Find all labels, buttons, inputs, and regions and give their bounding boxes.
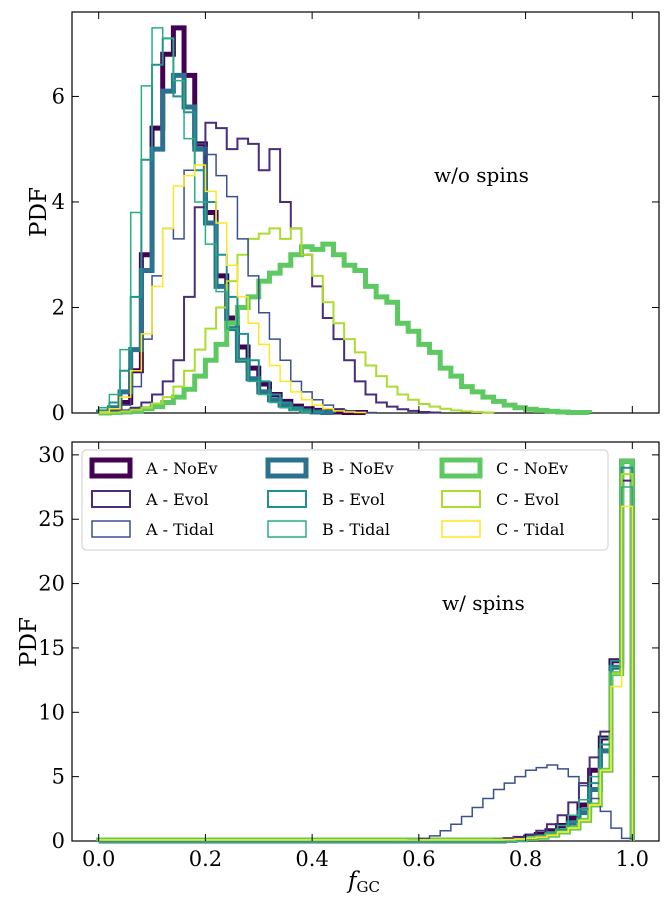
legend-swatch	[265, 457, 309, 479]
series-line-c-evol	[98, 227, 495, 414]
legend-swatch	[91, 520, 131, 538]
y-tick-label: 6	[52, 84, 65, 108]
panel-annotation: w/ spins	[442, 591, 525, 615]
legend-swatch	[89, 457, 133, 479]
legend-label: C - Tidal	[496, 520, 565, 539]
panel-annotation: w/o spins	[434, 163, 529, 187]
y-tick-label: 4	[52, 190, 65, 214]
x-tick-label: 0.0	[82, 847, 115, 871]
legend: A - NoEv A - Evol A - Tidal B - NoEv B - Evo…	[81, 449, 609, 551]
legend-label: B - Evol	[322, 490, 385, 509]
series-line-c-tidal	[97, 505, 634, 841]
y-tick-label: 10	[38, 700, 65, 724]
series-line-c-tidal	[97, 164, 367, 414]
legend-label: A - Tidal	[145, 520, 214, 539]
series-group	[96, 25, 593, 416]
legend-label: C - NoEv	[496, 459, 568, 478]
series-line-b-evol	[97, 37, 324, 413]
y-tick-label: 30	[38, 443, 65, 467]
axis-ticks: 0 2 4 6	[52, 12, 659, 425]
y-tick-label: 20	[38, 572, 65, 596]
x-tick-label: 1.0	[616, 847, 649, 871]
y-tick-label: 2	[52, 295, 65, 319]
legend-swatch	[439, 457, 483, 479]
series-line-b-tidal	[97, 27, 313, 413]
x-tick-label: 0.4	[295, 847, 328, 871]
series-group	[96, 458, 635, 844]
y-axis-label: PDF	[16, 617, 42, 667]
x-tick-label: 0.8	[509, 847, 542, 871]
series-line-c-noev	[98, 241, 593, 416]
series-line-a-evol	[98, 121, 442, 414]
y-tick-label: 5	[52, 765, 65, 789]
y-tick-label: 0	[52, 401, 65, 425]
panel-without-spins: 0 2 4 6 PDF w/o spins	[26, 11, 660, 425]
y-tick-label: 25	[38, 507, 65, 531]
legend-swatch	[441, 520, 481, 538]
panel-with-spins: 0.0 0.2 0.4 0.6 0.8 1.0 0 5 10 15 20 25 30 PDF w/ sp…	[16, 441, 660, 871]
legend-swatch	[441, 490, 481, 508]
legend-label: A - NoEv	[145, 459, 217, 478]
legend-label: C - Evol	[496, 490, 559, 509]
series-line-b-tidal	[98, 486, 634, 842]
x-tick-label: 0.6	[402, 847, 435, 871]
legend-label: B - Tidal	[322, 520, 390, 539]
y-tick-label: 0	[52, 829, 65, 853]
y-tick-label: 15	[38, 636, 65, 660]
axis-ticks: 0.0 0.2 0.4 0.6 0.8 1.0 0 5 10 15 20 25 30	[38, 442, 659, 871]
legend-swatch	[91, 490, 131, 508]
legend-label: A - Evol	[145, 490, 209, 509]
x-tick-label: 0.2	[189, 847, 222, 871]
x-axis-label: fGC	[346, 868, 380, 896]
series-line-a-noev	[96, 25, 368, 415]
legend-label: B - NoEv	[322, 459, 394, 478]
legend-swatch	[267, 490, 307, 508]
legend-swatch	[267, 520, 307, 538]
y-axis-label: PDF	[26, 187, 52, 237]
